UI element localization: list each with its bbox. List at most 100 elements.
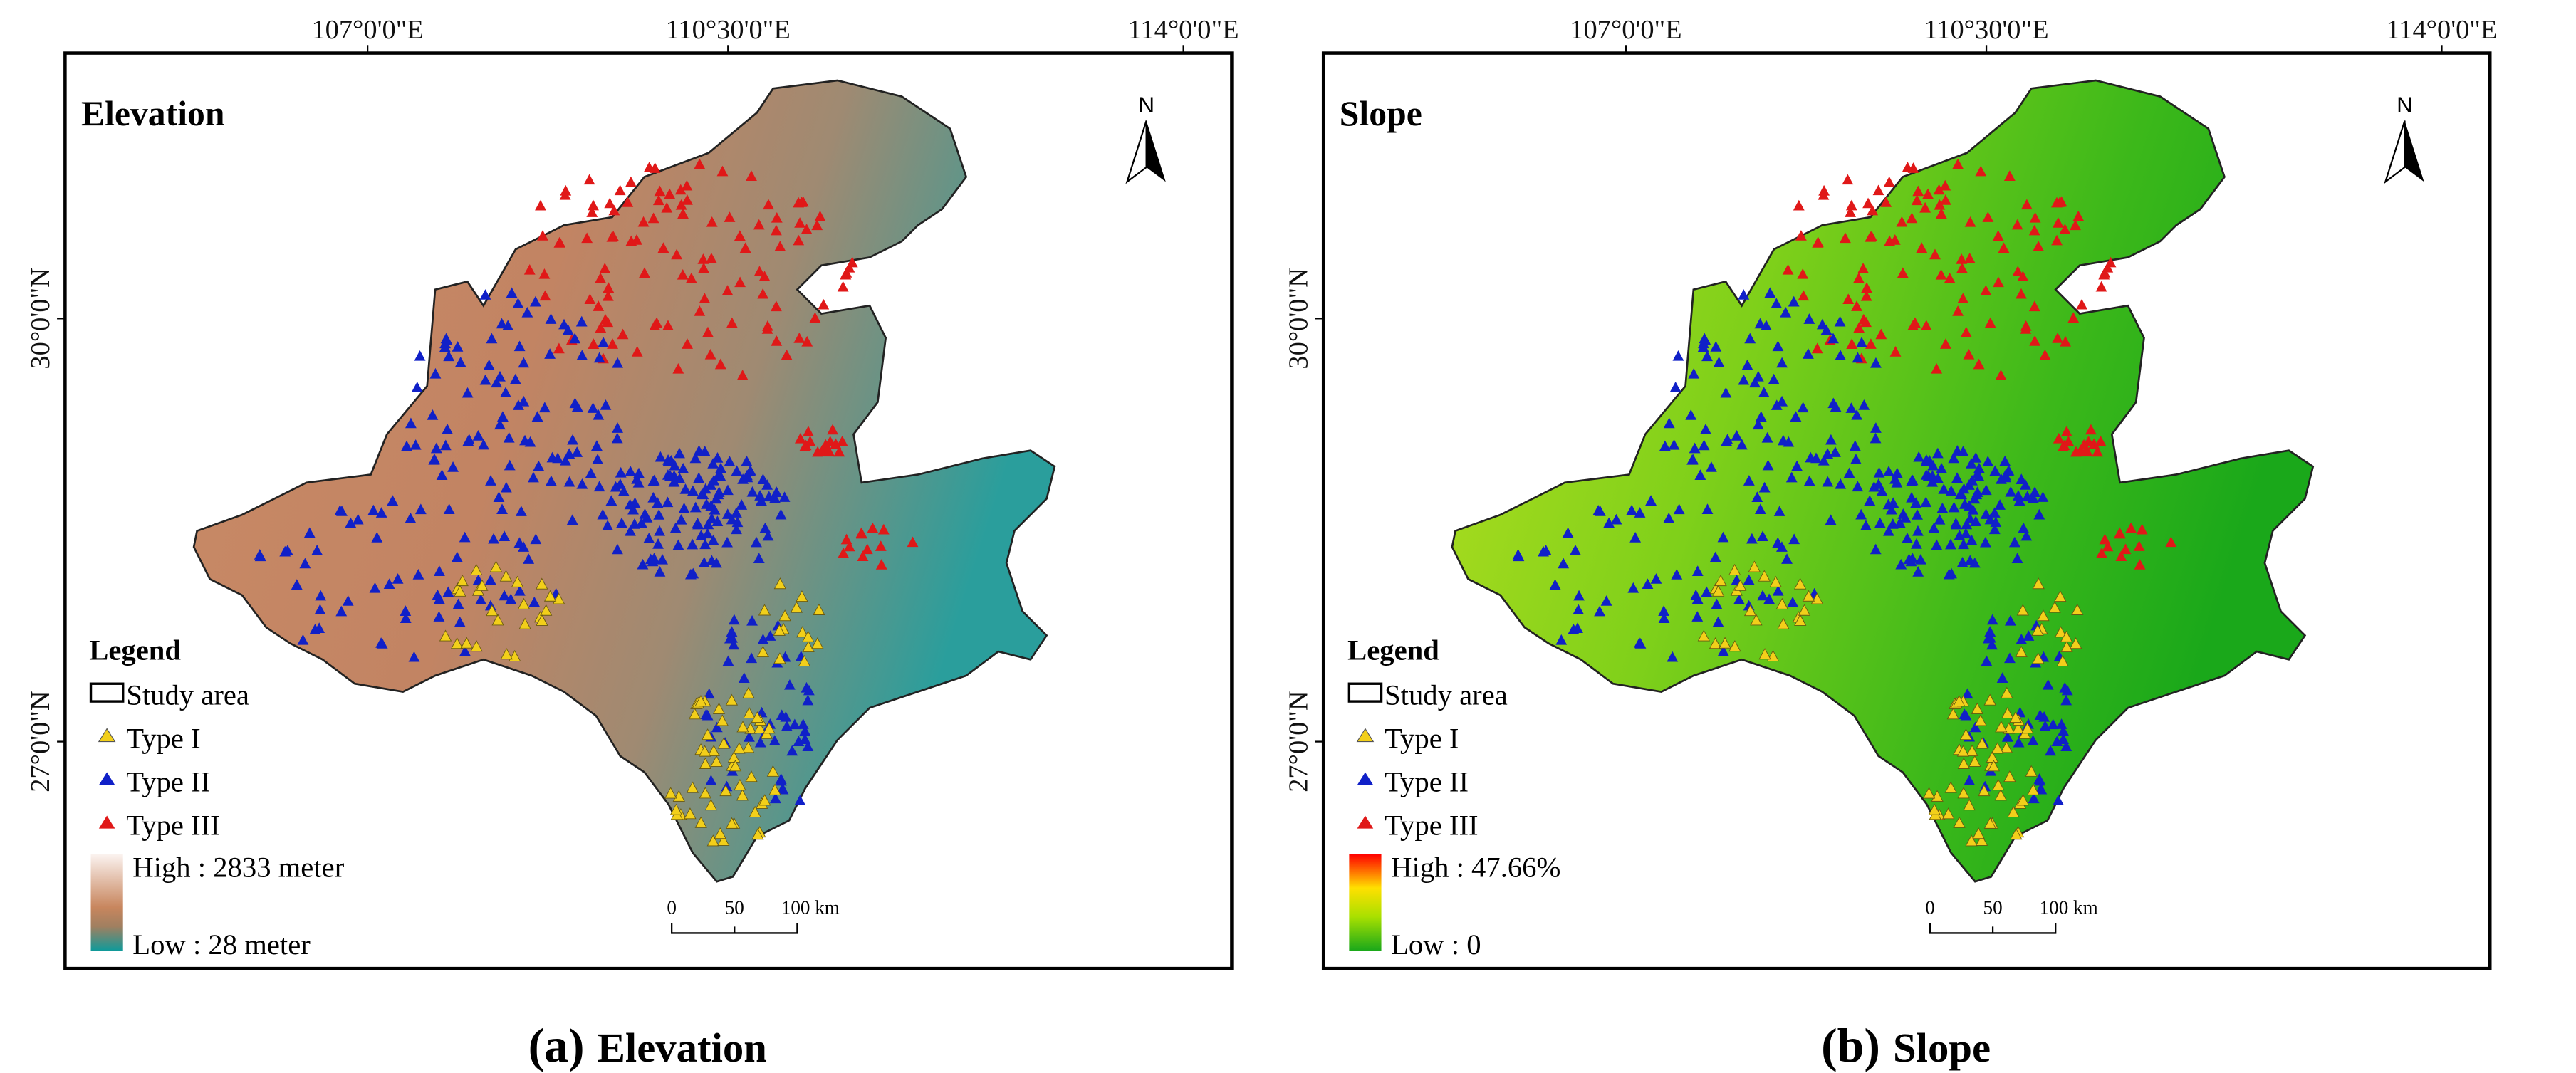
- site-marker-type-2: [1691, 565, 1704, 576]
- site-marker-type-1: [2048, 601, 2061, 613]
- site-marker-type-2: [1948, 452, 1960, 464]
- site-marker-type-1: [1777, 617, 1790, 629]
- site-marker-type-1: [1743, 604, 1757, 617]
- site-marker-type-2: [1934, 513, 1946, 525]
- color-ramp: [1349, 854, 1382, 951]
- site-marker-type-2: [1791, 460, 1803, 471]
- site-marker-type-3: [539, 290, 551, 301]
- site-marker-type-1: [1793, 577, 1807, 590]
- site-marker-type-3: [1956, 253, 1968, 264]
- site-marker-type-1: [756, 645, 769, 658]
- site-marker-type-2: [1945, 538, 1956, 550]
- site-marker-type-3: [2060, 426, 2072, 436]
- site-marker-type-2: [472, 430, 484, 441]
- lon-tick-label: 114°0'0"E: [1128, 15, 1239, 45]
- site-marker-type-2: [545, 313, 557, 324]
- site-marker-type-2: [689, 452, 702, 464]
- site-marker-type-2: [1994, 499, 2006, 510]
- site-marker-type-2: [531, 411, 543, 422]
- site-marker-type-3: [2020, 199, 2033, 210]
- site-marker-type-2: [1960, 709, 1972, 721]
- site-marker-type-2: [496, 318, 508, 329]
- site-marker-type-2: [375, 637, 387, 648]
- lon-tick-label: 114°0'0"E: [2386, 15, 2497, 45]
- site-marker-type-2: [1659, 440, 1671, 451]
- site-marker-type-2: [746, 486, 758, 497]
- site-marker-type-1: [1992, 779, 2005, 791]
- site-marker-type-1: [1994, 789, 2007, 801]
- site-marker-type-1: [2003, 770, 2016, 782]
- site-marker-type-2: [530, 295, 541, 307]
- site-marker-type-2: [1850, 454, 1862, 464]
- site-marker-type-2: [496, 503, 508, 515]
- site-marker-type-2: [496, 411, 509, 422]
- site-marker-type-3: [1916, 242, 1928, 253]
- site-marker-type-2: [1658, 605, 1670, 616]
- site-marker-type-2: [757, 634, 769, 644]
- site-marker-type-2: [1981, 655, 1993, 666]
- site-marker-type-3: [1964, 252, 1976, 263]
- site-marker-type-1: [518, 617, 531, 629]
- site-marker-type-2: [1979, 536, 1991, 548]
- site-marker-type-1: [714, 827, 726, 839]
- site-marker-type-2: [1825, 434, 1837, 445]
- site-marker-type-3: [1798, 290, 1810, 301]
- site-marker-type-2: [502, 320, 514, 331]
- site-marker-type-2: [500, 387, 511, 398]
- site-marker-type-3: [617, 328, 629, 340]
- site-marker-type-2: [1986, 614, 1998, 625]
- site-marker-type-3: [1952, 158, 1964, 169]
- site-marker-type-2: [652, 538, 664, 549]
- site-marker-type-2: [675, 513, 687, 525]
- site-marker-type-2: [759, 522, 771, 533]
- site-marker-type-2: [593, 352, 605, 363]
- site-marker-type-3: [734, 276, 746, 288]
- site-marker-type-2: [1757, 530, 1768, 542]
- site-marker-type-2: [654, 525, 666, 536]
- site-marker-type-2: [433, 611, 445, 622]
- site-marker-type-2: [1887, 518, 1899, 529]
- site-marker-type-2: [1906, 475, 1917, 486]
- north-arrow-icon: N: [2384, 92, 2424, 184]
- site-marker-type-2: [1610, 513, 1622, 525]
- site-marker-type-3: [1880, 197, 1892, 207]
- site-marker-type-1: [1957, 757, 1970, 769]
- site-marker-type-2: [2055, 718, 2067, 729]
- site-marker-type-2: [392, 573, 404, 584]
- site-marker-type-3: [672, 362, 684, 374]
- site-marker-type-2: [1741, 359, 1753, 370]
- site-marker-type-1: [694, 816, 707, 828]
- site-marker-type-2: [2011, 553, 2023, 563]
- site-marker-type-2: [695, 530, 707, 540]
- site-marker-type-2: [2020, 479, 2031, 490]
- site-marker-type-2: [459, 531, 471, 543]
- site-marker-type-2: [2005, 486, 2017, 497]
- site-marker-type-2: [726, 626, 738, 637]
- site-marker-type-2: [799, 725, 811, 736]
- scale-label: 0: [667, 896, 677, 918]
- site-marker-type-2: [629, 518, 640, 529]
- site-marker-type-2: [657, 553, 668, 565]
- site-marker-type-2: [741, 455, 753, 466]
- site-marker-type-3: [734, 230, 746, 241]
- site-marker-type-2: [593, 409, 605, 420]
- legend-study-area: Study area: [1385, 679, 1508, 711]
- site-marker-type-2: [617, 485, 630, 496]
- site-marker-type-1: [540, 604, 553, 616]
- site-marker-type-2: [1830, 401, 1842, 412]
- caption: (b) Slope: [1821, 1019, 1991, 1072]
- site-marker-type-2: [375, 507, 387, 518]
- site-marker-type-2: [558, 318, 570, 330]
- site-marker-type-2: [654, 566, 666, 577]
- site-points: [1512, 158, 2177, 847]
- site-marker-type-1: [773, 577, 787, 590]
- site-marker-type-2: [1650, 573, 1662, 584]
- site-marker-type-3: [2029, 211, 2041, 223]
- site-marker-type-1: [1922, 787, 1936, 799]
- site-marker-type-1: [1966, 744, 1978, 757]
- site-marker-type-2: [1772, 585, 1784, 596]
- site-marker-type-2: [746, 614, 758, 626]
- north-arrow-icon: N: [1125, 92, 1166, 184]
- site-marker-type-2: [405, 417, 417, 429]
- site-marker-type-1: [704, 798, 717, 811]
